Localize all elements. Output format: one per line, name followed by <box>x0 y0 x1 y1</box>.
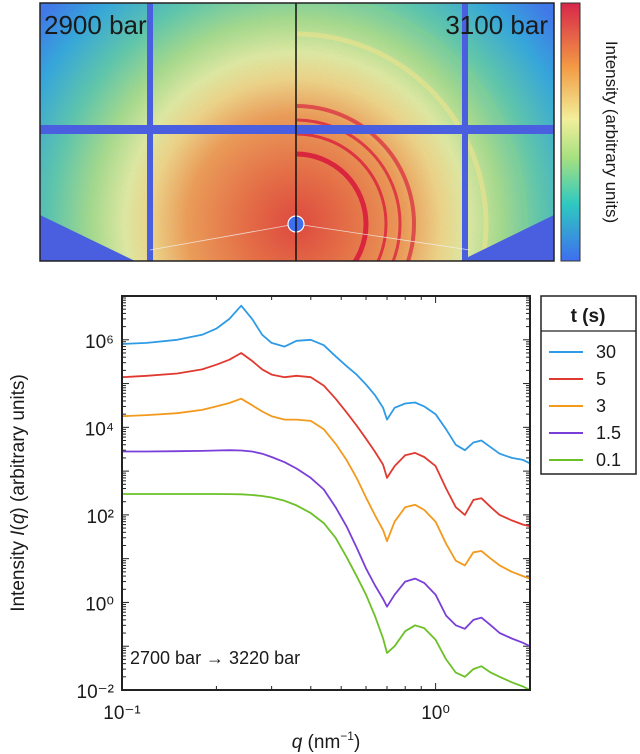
colorbar <box>560 2 581 262</box>
mask-corner-left <box>40 215 135 261</box>
module-gap-horizontal <box>40 125 554 134</box>
plot-frame <box>121 295 531 691</box>
diffraction-rings <box>297 3 528 261</box>
x-tick-label: 10⁰ <box>421 703 450 724</box>
series-line-5 <box>122 352 530 528</box>
detector-image <box>40 3 554 261</box>
y-axis-label: Intensity I(q) (arbitrary units) <box>8 374 29 612</box>
legend-label-5: 5 <box>596 369 606 389</box>
legend-label-3: 3 <box>596 396 606 416</box>
legend-label-30: 30 <box>596 342 616 362</box>
colorbar-label: Intensity (arbitrary units) <box>602 41 621 223</box>
series-line-30 <box>122 304 530 465</box>
y-tick-label: 10⁴ <box>85 419 114 440</box>
left-pressure-label: 2900 bar <box>44 10 147 40</box>
intensity-plot: 10⁻² 10⁰ 10² 10⁴ 10⁶ 10⁻¹ 10⁰ 2700 bar → 3220… <box>8 295 531 753</box>
legend: t (s) 30 5 3 1.5 0.1 <box>540 295 637 475</box>
legend-label-1.5: 1.5 <box>596 423 621 443</box>
pressure-annotation: 2700 bar → 3220 bar <box>130 648 300 668</box>
beamstop-wire-left <box>149 223 297 251</box>
y-tick-label: 10² <box>87 507 114 528</box>
legend-title: t (s) <box>571 306 606 327</box>
series-line-1.5 <box>122 449 530 648</box>
series-line-3 <box>122 397 530 580</box>
legend-box <box>540 295 637 475</box>
beamstop-wire-right <box>295 223 471 251</box>
mask-corner-right <box>460 215 554 261</box>
legend-label-0.1: 0.1 <box>596 450 621 470</box>
series-lines <box>122 304 530 690</box>
y-tick-label: 10⁶ <box>85 332 114 353</box>
right-pressure-label: 3100 bar <box>445 10 548 40</box>
x-tick-label: 10⁻¹ <box>103 703 141 724</box>
x-axis-label: q (nm−1) <box>292 729 361 753</box>
legend-items: 30 5 3 1.5 0.1 <box>549 342 621 470</box>
series-line-0.1 <box>122 493 530 690</box>
y-tick-label: 10⁻² <box>77 682 115 703</box>
detector-frame <box>39 2 555 262</box>
y-tick-label: 10⁰ <box>85 594 114 615</box>
